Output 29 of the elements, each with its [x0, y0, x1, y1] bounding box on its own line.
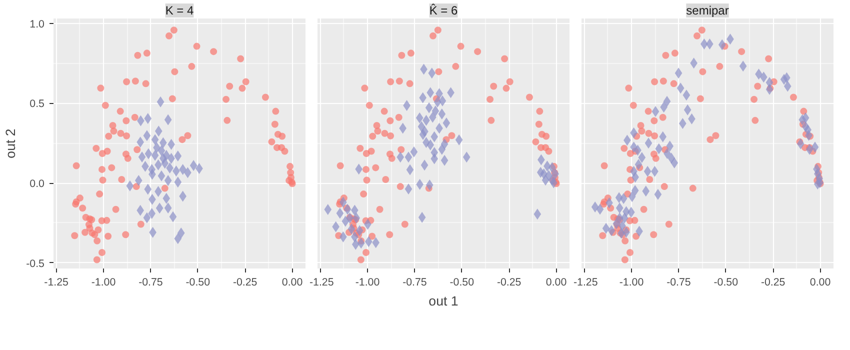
- x-tick-label: -1.25: [310, 276, 334, 288]
- x-tick-label: -1.00: [91, 276, 116, 288]
- x-tick-label: -0.75: [138, 276, 163, 288]
- y-axis-title: out 2: [3, 128, 18, 158]
- x-tick-label: -0.25: [760, 276, 786, 288]
- chart-title: K̂ = 6: [429, 4, 458, 18]
- x-tick-label: 0.00: [546, 276, 567, 288]
- x-tick-label: -1.00: [355, 276, 380, 288]
- point: [138, 152, 146, 162]
- x-tick-label: -1.25: [574, 276, 598, 288]
- chart-title: semipar: [686, 4, 729, 18]
- y-tick-label: 0.5: [30, 98, 45, 110]
- x-tick-label: -0.50: [450, 276, 474, 288]
- y-tick-label: 1.0: [30, 18, 45, 30]
- chart-title: K = 4: [165, 4, 194, 18]
- x-tick-label: -1.25: [44, 276, 69, 288]
- x-tick-label: -0.75: [402, 276, 427, 288]
- x-tick-label: 0.00: [282, 276, 303, 288]
- point: [144, 113, 152, 124]
- y-tick-label: 0.0: [30, 178, 45, 190]
- x-tick-label: -1.00: [619, 276, 644, 288]
- x-tick-label: -0.50: [186, 276, 210, 288]
- x-tick-label: -0.25: [232, 276, 258, 288]
- x-tick-label: -0.25: [496, 276, 522, 288]
- y-tick-label: -0.5: [26, 258, 45, 270]
- x-tick-label: 0.00: [810, 276, 831, 288]
- x-tick-label: -0.75: [666, 276, 691, 288]
- x-axis-title: out 1: [428, 294, 458, 308]
- x-tick-label: -0.50: [714, 276, 738, 288]
